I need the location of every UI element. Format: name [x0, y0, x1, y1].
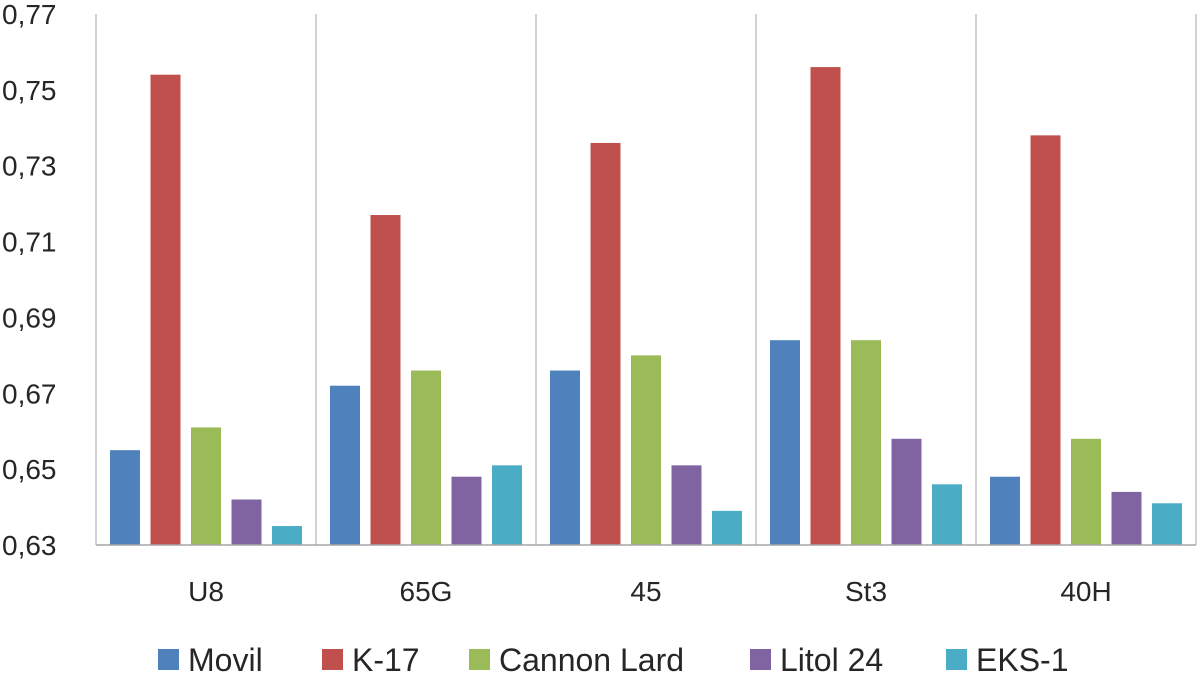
y-tick-label: 0,65 — [2, 454, 57, 485]
bar — [492, 465, 522, 545]
bar — [1111, 491, 1142, 545]
x-category-label: 40H — [1060, 576, 1111, 607]
bar — [810, 67, 841, 545]
x-category-label: 45 — [630, 576, 661, 607]
bar — [330, 385, 360, 545]
bar — [1071, 438, 1101, 545]
bar — [1152, 503, 1182, 545]
bars — [110, 67, 1182, 545]
bar — [370, 215, 401, 545]
bar — [851, 340, 881, 545]
legend-label: Movil — [188, 642, 263, 676]
y-tick-label: 0,63 — [2, 530, 57, 561]
x-category-label: 65G — [400, 576, 453, 607]
x-category-label: U8 — [188, 576, 224, 607]
legend-label: K-17 — [352, 642, 420, 676]
grid — [95, 14, 1197, 545]
legend: Movil K-17 Cannon Lard Litol 24 EKS-1 — [158, 642, 1068, 676]
bar — [990, 476, 1020, 545]
bar — [712, 510, 742, 545]
bar — [770, 340, 800, 545]
bar — [231, 499, 262, 545]
legend-label: Cannon Lard — [499, 642, 684, 676]
bar — [411, 370, 441, 545]
bar — [451, 476, 482, 545]
y-tick-label: 0,73 — [2, 151, 57, 182]
legend-swatch — [750, 649, 771, 670]
bar — [932, 484, 962, 545]
bar — [590, 142, 621, 545]
legend-label: Litol 24 — [780, 642, 883, 676]
y-axis-ticks: 0,63 0,65 0,67 0,69 0,71 0,73 0,75 0,77 — [2, 0, 57, 561]
bar — [150, 74, 181, 545]
legend-swatch — [469, 649, 490, 670]
legend-swatch — [158, 649, 179, 670]
bar — [550, 370, 580, 545]
legend-swatch — [322, 649, 343, 670]
y-tick-label: 0,67 — [2, 378, 57, 409]
bar — [272, 526, 302, 545]
legend-label: EKS-1 — [976, 642, 1068, 676]
bar — [631, 355, 661, 545]
bar — [891, 438, 922, 545]
bar — [110, 450, 140, 545]
y-tick-label: 0,77 — [2, 0, 57, 30]
x-category-label: St3 — [845, 576, 887, 607]
y-tick-label: 0,69 — [2, 302, 57, 333]
legend-swatch — [946, 649, 967, 670]
bar — [671, 465, 702, 545]
bar — [191, 427, 221, 545]
y-tick-label: 0,75 — [2, 75, 57, 106]
x-axis-categories: U8 65G 45 St3 40H — [188, 576, 1112, 607]
y-tick-label: 0,71 — [2, 227, 57, 258]
bar — [1030, 135, 1061, 545]
